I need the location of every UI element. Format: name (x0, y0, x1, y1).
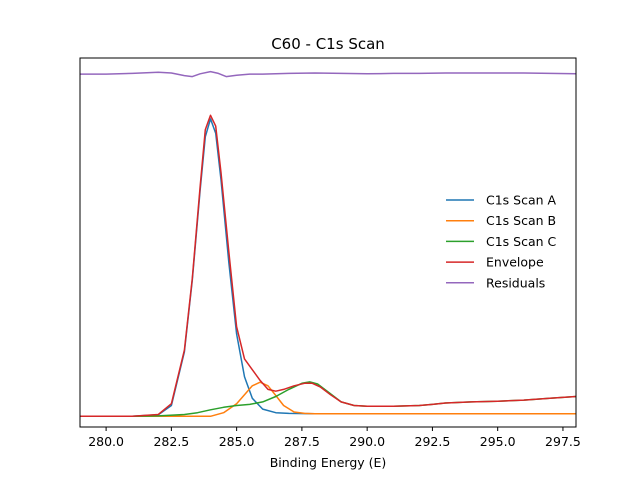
x-tick-label: 295.0 (480, 434, 516, 449)
x-axis-ticks: 280.0 282.5 285.0 287.5 290.0 292.5 295.0 297.5 (88, 427, 581, 449)
legend-label-1: C1s Scan B (486, 213, 556, 228)
x-tick-label: 282.5 (153, 434, 189, 449)
plot-lines (80, 70, 577, 418)
legend-label-2: C1s Scan C (486, 234, 557, 249)
x-tick-label: 287.5 (284, 434, 320, 449)
x-tick-label: 297.5 (545, 434, 581, 449)
series-line-1 (80, 381, 576, 418)
x-tick-label: 290.0 (349, 434, 385, 449)
x-axis-label: Binding Energy (E) (270, 455, 387, 470)
x-tick-label: 285.0 (219, 434, 255, 449)
series-line-2 (80, 381, 577, 418)
chart-title: C60 - C1s Scan (271, 35, 385, 53)
plot-frame (79, 57, 577, 428)
legend-label-3: Envelope (486, 255, 544, 270)
legend: C1s Scan A C1s Scan B C1s Scan C Envelope Re… (446, 193, 557, 290)
legend-label-4: Residuals (486, 275, 545, 290)
series-line-4 (80, 70, 577, 78)
series-line-3 (80, 114, 577, 418)
legend-label-0: C1s Scan A (486, 193, 557, 208)
x-tick-label: 280.0 (88, 434, 124, 449)
x-tick-label: 292.5 (415, 434, 451, 449)
